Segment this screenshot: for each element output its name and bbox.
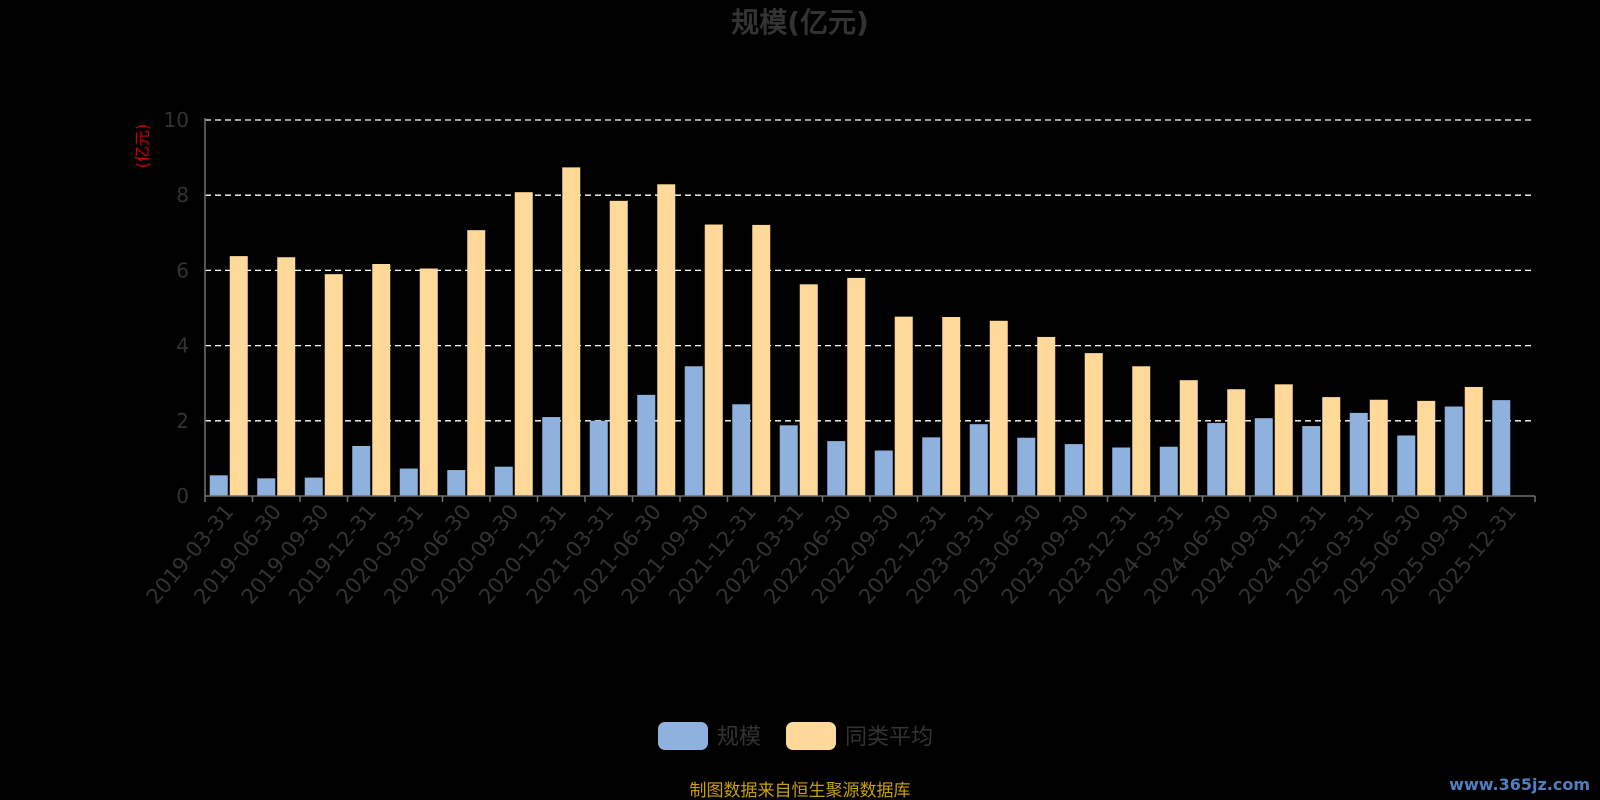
y-axis-unit: (亿元) bbox=[133, 124, 152, 169]
bar-peer-average bbox=[1417, 400, 1436, 496]
legend-label: 同类平均 bbox=[845, 725, 933, 750]
bar-scale bbox=[1444, 406, 1463, 496]
bar-peer-average bbox=[894, 316, 913, 496]
bar-scale bbox=[1349, 412, 1368, 496]
x-axis-ticks: 2019-03-312019-06-302019-09-302019-12-31… bbox=[142, 500, 1521, 609]
bar-peer-average bbox=[799, 284, 818, 496]
bar-peer-average bbox=[657, 184, 676, 496]
bar-scale bbox=[874, 450, 893, 496]
chart-title: 规模(亿元) bbox=[731, 6, 869, 39]
y-tick-label: 6 bbox=[176, 258, 189, 282]
grid-lines bbox=[205, 119, 1535, 422]
bar-scale bbox=[969, 424, 988, 496]
bar-scale bbox=[352, 445, 371, 496]
bar-scale bbox=[1397, 435, 1416, 496]
bar-peer-average bbox=[1132, 366, 1151, 496]
bar-peer-average bbox=[1084, 353, 1103, 496]
bar-peer-average bbox=[467, 230, 486, 496]
legend-label: 规模 bbox=[717, 725, 761, 750]
bar-peer-average bbox=[1274, 384, 1293, 496]
bar-peer-average bbox=[847, 277, 866, 496]
bar-peer-average bbox=[704, 224, 723, 496]
bar-peer-average bbox=[752, 224, 771, 497]
bar-scale bbox=[447, 470, 466, 496]
bar-scale bbox=[257, 478, 276, 496]
bar-scale bbox=[779, 425, 798, 496]
bar-peer-average bbox=[942, 317, 961, 496]
bar-scale bbox=[542, 417, 561, 496]
bar-peer-average bbox=[1179, 380, 1198, 496]
bar-peer-average bbox=[609, 200, 628, 496]
bar-scale bbox=[637, 394, 656, 496]
bar-peer-average bbox=[1322, 397, 1341, 496]
bar-scale bbox=[1207, 423, 1226, 496]
bar-peer-average bbox=[372, 264, 391, 496]
bar-scale bbox=[1254, 418, 1273, 496]
bar-scale bbox=[827, 441, 846, 496]
legend-swatch bbox=[786, 722, 836, 750]
y-tick-label: 2 bbox=[176, 409, 189, 433]
bar-scale bbox=[1064, 444, 1083, 496]
bar-peer-average bbox=[562, 167, 581, 496]
axes bbox=[204, 118, 1536, 502]
bars bbox=[209, 167, 1511, 497]
bar-peer-average bbox=[419, 268, 438, 496]
bar-peer-average bbox=[1227, 389, 1246, 496]
bar-scale bbox=[589, 420, 608, 496]
bar-peer-average bbox=[989, 320, 1008, 496]
bar-scale bbox=[209, 475, 228, 496]
bar-scale bbox=[399, 468, 418, 496]
watermark: www.365jz.com bbox=[1449, 775, 1590, 794]
y-tick-label: 0 bbox=[176, 484, 189, 508]
y-tick-label: 8 bbox=[176, 183, 189, 207]
bar-peer-average bbox=[1037, 336, 1056, 496]
bar-peer-average bbox=[1464, 386, 1483, 496]
bar-scale bbox=[1492, 400, 1511, 496]
source-note: 制图数据来自恒生聚源数据库 bbox=[690, 781, 911, 800]
bar-scale bbox=[1112, 447, 1131, 496]
bar-scale bbox=[684, 366, 703, 496]
y-axis-ticks: 0 2 4 6 8 10 bbox=[164, 108, 189, 508]
legend-swatch bbox=[658, 722, 708, 750]
bar-peer-average bbox=[514, 192, 533, 496]
bar-scale bbox=[922, 437, 941, 496]
bar-scale bbox=[1302, 426, 1321, 496]
bar-scale bbox=[304, 477, 323, 496]
bar-peer-average bbox=[277, 257, 296, 496]
legend: 规模 同类平均 bbox=[658, 722, 933, 750]
bar-scale bbox=[732, 404, 751, 496]
bar-scale bbox=[494, 466, 513, 496]
bar-scale bbox=[1159, 446, 1178, 496]
bar-peer-average bbox=[324, 274, 343, 496]
y-tick-label: 4 bbox=[176, 334, 189, 358]
bar-scale bbox=[1017, 437, 1036, 496]
y-tick-label: 10 bbox=[164, 108, 189, 132]
bar-peer-average bbox=[229, 256, 248, 496]
bar-peer-average bbox=[1369, 399, 1388, 496]
